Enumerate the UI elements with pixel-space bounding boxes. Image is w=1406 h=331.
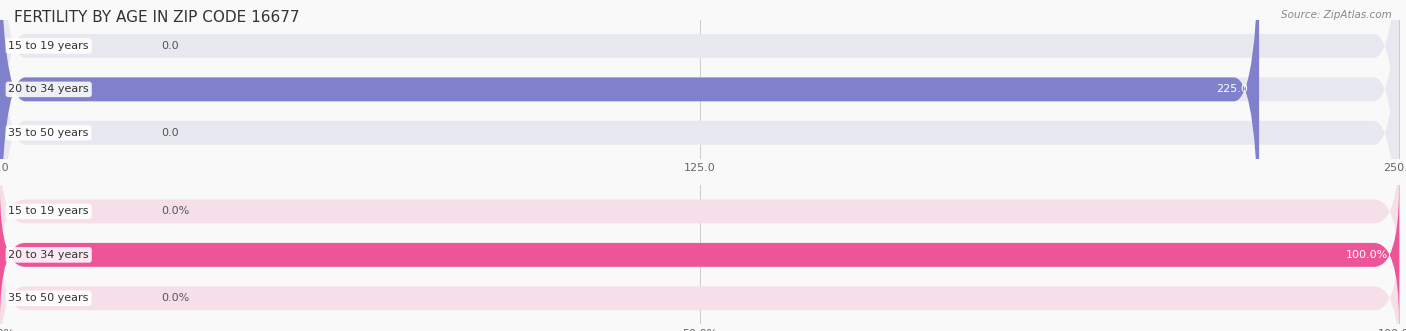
FancyBboxPatch shape [0,189,1399,321]
FancyBboxPatch shape [0,189,1399,321]
FancyBboxPatch shape [0,0,1399,229]
FancyBboxPatch shape [0,145,1399,278]
FancyBboxPatch shape [0,0,1260,273]
Text: 100.0%: 100.0% [1346,250,1388,260]
Text: 20 to 34 years: 20 to 34 years [8,84,89,94]
Text: 20 to 34 years: 20 to 34 years [8,250,89,260]
Text: Source: ZipAtlas.com: Source: ZipAtlas.com [1281,10,1392,20]
Text: 0.0%: 0.0% [160,293,190,303]
Text: 0.0%: 0.0% [160,207,190,216]
Text: 0.0: 0.0 [160,128,179,138]
FancyBboxPatch shape [0,232,1399,331]
FancyBboxPatch shape [0,0,1399,273]
Text: FERTILITY BY AGE IN ZIP CODE 16677: FERTILITY BY AGE IN ZIP CODE 16677 [14,10,299,25]
Text: 15 to 19 years: 15 to 19 years [8,41,89,51]
Text: 35 to 50 years: 35 to 50 years [8,293,89,303]
Text: 0.0: 0.0 [160,41,179,51]
Text: 225.0: 225.0 [1216,84,1249,94]
Text: 35 to 50 years: 35 to 50 years [8,128,89,138]
FancyBboxPatch shape [0,0,1399,316]
Text: 15 to 19 years: 15 to 19 years [8,207,89,216]
